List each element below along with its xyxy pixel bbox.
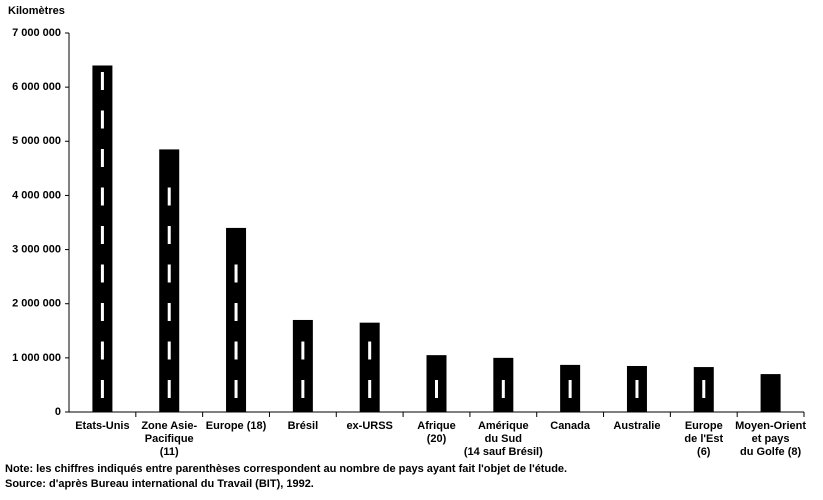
x-tick-label: Australie <box>613 420 660 432</box>
lane-marking <box>234 303 238 321</box>
lane-marking <box>435 380 438 398</box>
y-tick-label: 6 000 000 <box>12 81 61 93</box>
lane-marking <box>568 380 572 398</box>
lane-marking <box>234 380 238 398</box>
x-tick-label: Europe (18) <box>206 420 267 432</box>
lane-marking <box>301 380 305 398</box>
y-tick-label: 0 <box>55 406 61 418</box>
lane-marking <box>100 380 104 398</box>
lane-marking <box>167 341 171 360</box>
lane-marking <box>100 264 104 283</box>
lane-marking <box>100 341 104 360</box>
x-tick-label: ex-URSS <box>346 420 392 432</box>
y-tick-label: 2 000 000 <box>12 298 61 310</box>
lane-marking <box>234 341 238 360</box>
lane-marking <box>100 226 104 244</box>
lane-marking <box>167 226 171 244</box>
lane-marking <box>702 380 706 398</box>
lane-marking <box>100 72 104 90</box>
note: Note: les chiffres indiqués entre parent… <box>5 463 567 475</box>
lane-marking <box>234 264 238 283</box>
x-tick-label: Canada <box>550 420 591 432</box>
lane-marking <box>167 264 171 283</box>
x-tick-label: Brésil <box>288 420 319 432</box>
lane-marking <box>100 187 104 206</box>
bar <box>760 374 781 412</box>
lane-marking <box>368 380 372 398</box>
x-tick-label: Afrique (20) <box>417 420 456 445</box>
lane-marking <box>100 303 104 321</box>
y-axis-label: Kilomètres <box>8 5 65 17</box>
lane-marking <box>167 187 171 206</box>
y-tick-label: 1 000 000 <box>12 352 61 364</box>
y-tick-label: 3 000 000 <box>12 243 61 255</box>
lane-marking <box>167 303 171 321</box>
x-tick-label: Europe de l'Est (6) <box>684 420 723 458</box>
lane-marking <box>368 341 372 360</box>
bar <box>292 319 313 412</box>
lane-marking <box>100 110 104 129</box>
lane-marking <box>635 380 639 398</box>
x-tick-label: Amérique du Sud (14 sauf Brésil) <box>464 420 543 458</box>
x-tick-label: Zone Asie-Pacifique (11) <box>141 420 197 458</box>
lane-marking <box>301 341 305 360</box>
source: Source: d'après Bureau international du … <box>5 478 314 490</box>
lane-marking <box>501 380 505 398</box>
y-tick-label: 5 000 000 <box>12 135 61 147</box>
y-tick-label: 4 000 000 <box>12 189 61 201</box>
x-tick-label: Etats-Unis <box>75 420 129 432</box>
lane-marking <box>167 380 171 398</box>
x-tick-label: Moyen-Orient et pays du Golfe (8) <box>735 420 806 458</box>
bar <box>359 322 380 412</box>
lane-marking <box>100 149 104 167</box>
y-tick-label: 7 000 000 <box>12 27 61 39</box>
